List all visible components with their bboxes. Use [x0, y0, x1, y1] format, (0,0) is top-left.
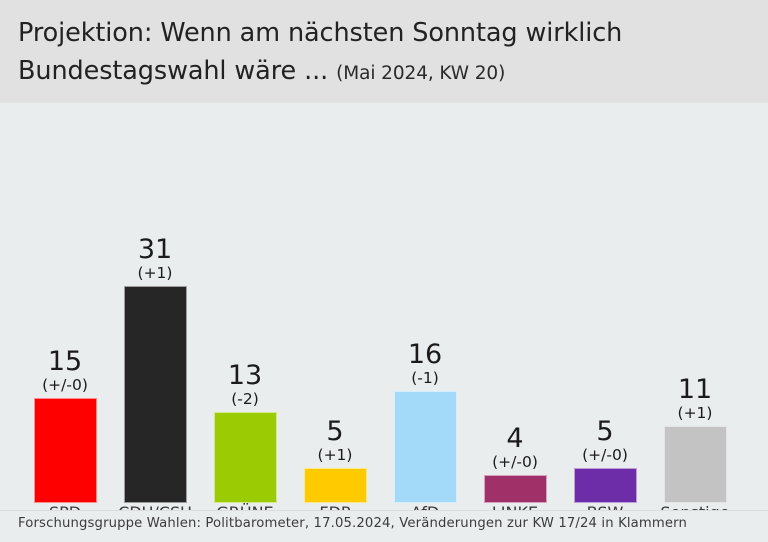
bar-rect[interactable]: [483, 475, 547, 503]
bar-value-label: 13: [227, 360, 263, 391]
bar-change-label: (-1): [411, 369, 439, 387]
page-title-line-2: Bundestagswahl wäre ... (Mai 2024, KW 20…: [18, 52, 768, 93]
bar-group: 11(+1)Sonstige: [650, 103, 740, 522]
bar-change-label: (+1): [677, 404, 713, 422]
bar-column: 4 (+/-0): [470, 103, 560, 503]
page-title-line-1: Projektion: Wenn am nächsten Sonntag wir…: [18, 14, 768, 52]
bar-change-label: (+/-0): [42, 376, 88, 394]
page-title-text-1: Projektion: Wenn am nächsten Sonntag wir…: [18, 18, 623, 48]
bar-value-label: 15: [47, 346, 83, 377]
chart-header: Projektion: Wenn am nächsten Sonntag wir…: [0, 0, 768, 103]
bar-change-label: (+/-0): [582, 446, 628, 464]
bar-rect[interactable]: [213, 412, 277, 503]
bar-value-label: 31: [137, 234, 173, 265]
bar-group: 5(+/-0)BSW: [560, 103, 650, 522]
bar-group: 31(+1)CDU/CSU: [110, 103, 200, 522]
bar-column: 13 (-2): [200, 103, 290, 503]
bar-column: 16 (-1): [380, 103, 470, 503]
bar-group: 13(-2)GRÜNE: [200, 103, 290, 522]
bar-column: 5 (+/-0): [560, 103, 650, 503]
bar-change-label: (-2): [231, 390, 259, 408]
bar-group: 4(+/-0)LINKE: [470, 103, 560, 522]
bar-column: 5 (+1): [290, 103, 380, 503]
bar-rect[interactable]: [393, 391, 457, 503]
page-title-text-2: Bundestagswahl wäre ...: [18, 56, 329, 86]
bar-rect[interactable]: [663, 426, 727, 503]
plot-area: 15(+/-0)SPD31(+1)CDU/CSU13(-2)GRÜNE5(+1)…: [0, 103, 768, 522]
bar-column: 31 (+1): [110, 103, 200, 503]
bar-value-label: 4: [506, 423, 524, 454]
bar-column: 15 (+/-0): [20, 103, 110, 503]
bar-value-label: 5: [596, 416, 614, 447]
chart-footer: Forschungsgruppe Wahlen: Politbarometer,…: [0, 510, 768, 542]
bar-value-label: 16: [407, 339, 443, 370]
source-note: Forschungsgruppe Wahlen: Politbarometer,…: [18, 516, 688, 531]
bar-change-label: (+1): [317, 446, 353, 464]
bar-rect[interactable]: [573, 468, 637, 503]
page-title-period: (Mai 2024, KW 20): [336, 63, 506, 84]
bar-rect[interactable]: [123, 286, 187, 503]
bar-rect[interactable]: [33, 398, 97, 503]
bar-change-label: (+/-0): [492, 453, 538, 471]
bar-value-label: 11: [677, 374, 713, 405]
bar-group: 16(-1)AfD: [380, 103, 470, 522]
bar-change-label: (+1): [137, 264, 173, 282]
bar-group: 5(+1)FDP: [290, 103, 380, 522]
bar-value-label: 5: [326, 416, 344, 447]
footer-divider: [0, 510, 768, 511]
bar-group: 15(+/-0)SPD: [20, 103, 110, 522]
bar-column: 11 (+1): [650, 103, 740, 503]
bar-rect[interactable]: [303, 468, 367, 503]
